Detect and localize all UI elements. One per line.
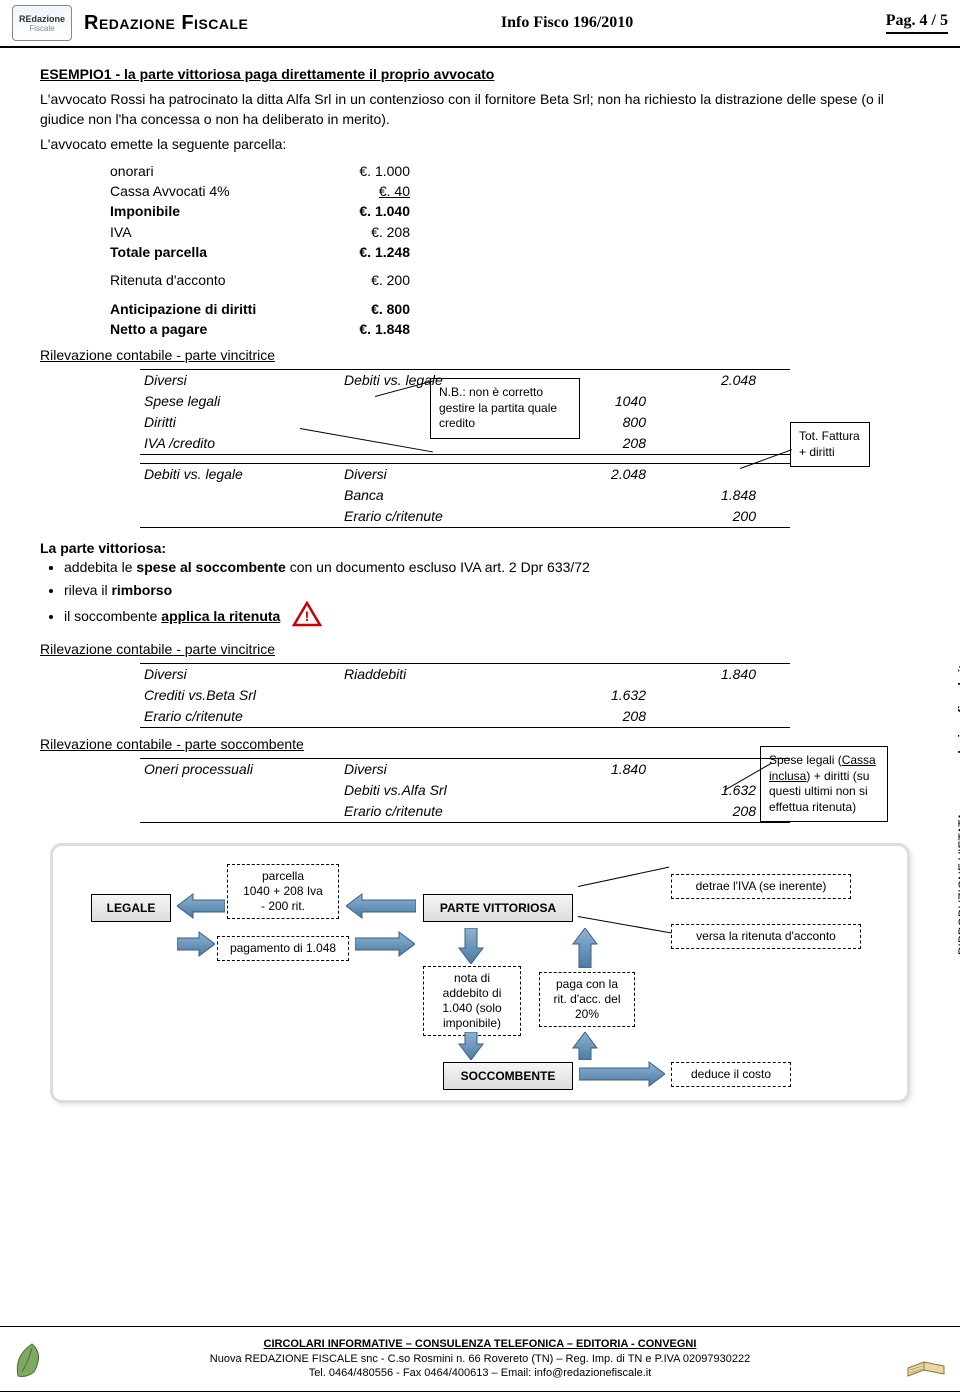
bullets: addebita le spese al soccombente con un … [64,556,920,633]
example-title-rest: - la parte vittoriosa paga direttamente … [112,66,495,82]
page: REdazione Fiscale Redazione Fiscale Info… [0,0,960,1398]
arrow-icon [579,1060,665,1088]
example-title: ESEMPIO1 - la parte vittoriosa paga dire… [40,66,920,82]
header-center: Info Fisco 196/2010 [248,14,885,32]
parcella-intro: L'avvocato emette la seguente parcella: [40,135,920,155]
box-parte-vittoriosa: PARTE VITTORIOSA [423,894,573,922]
header-page: Pag. 4 / 5 [886,12,948,34]
pl-row: Imponibile€. 1.040 [110,201,920,221]
journal3: DiversiRiaddebiti1.840 Crediti vs.Beta S… [140,663,790,728]
pl-row: Netto a pagare€. 1.848 [110,319,920,339]
la-parte-vittoriosa: La parte vittoriosa: [40,540,920,556]
book-icon [904,1336,950,1382]
note-tot: Tot. Fattura + diritti [790,422,870,467]
pl-row: onorari€. 1.000 [110,161,920,181]
page-header: REdazione Fiscale Redazione Fiscale Info… [0,0,960,48]
example-code: ESEMPIO1 [40,66,112,82]
side-watermark: RIPRODUZIONE VIETATA – www.redazionefisc… [956,560,960,1060]
arrow-icon [177,892,225,920]
pl-row: Totale parcella€. 1.248 [110,242,920,262]
box-versa: versa la ritenuta d'acconto [671,924,861,949]
arrow-icon [571,928,599,968]
parcella-list: onorari€. 1.000 Cassa Avvocati 4%€. 40 I… [110,161,920,339]
line [578,867,669,887]
footer: CIRCOLARI INFORMATIVE – CONSULENZA TELEF… [0,1326,960,1392]
diagram: LEGALE parcella 1040 + 208 Iva - 200 rit… [50,843,910,1103]
journal4: Oneri processualiDiversi1.840 Debiti vs.… [140,758,790,823]
box-soccombente: SOCCOMBENTE [443,1062,573,1090]
example-intro: L'avvocato Rossi ha patrocinato la ditta… [40,90,920,129]
logo: REdazione Fiscale [12,5,72,41]
header-title: Redazione Fiscale [84,12,248,35]
section-rc-vinc: Rilevazione contabile - parte vincitrice [40,347,920,363]
arrow-icon [177,930,215,958]
box-legale: LEGALE [91,894,171,922]
arrow-icon [457,1032,485,1060]
logo-top: REdazione [19,14,65,24]
journal2: Debiti vs. legaleDiversi2.048 Banca1.848… [140,463,790,528]
box-nota: nota di addebito di 1.040 (solo imponibi… [423,966,521,1036]
pl-row: Cassa Avvocati 4%€. 40 [110,181,920,201]
leaf-icon [10,1336,56,1382]
arrow-icon [346,892,416,920]
bullet-2: rileva il rimborso [64,579,920,601]
logo-bottom: Fiscale [29,24,54,33]
bullet-3: il soccombente applica la ritenuta ! [64,601,920,633]
content: ESEMPIO1 - la parte vittoriosa paga dire… [0,48,960,1113]
box-pagamento: pagamento di 1.048 [217,936,349,961]
section-rc-vinc-2: Rilevazione contabile - parte vincitrice [40,641,920,657]
svg-text:!: ! [305,608,310,624]
journal1: DiversiDebiti vs. legale2.048 Spese lega… [140,369,790,455]
pl-row: IVA€. 208 [110,222,920,242]
pl-row: Anticipazione di diritti€. 800 [110,299,920,319]
box-parcella: parcella 1040 + 208 Iva - 200 rit. [227,864,339,919]
arrow-icon [571,1032,599,1060]
warning-icon: ! [292,601,322,633]
bullet-1: addebita le spese al soccombente con un … [64,556,920,578]
arrow-icon [355,930,415,958]
pl-row: Ritenuta d'acconto€. 200 [110,270,920,290]
box-deduce: deduce il costo [671,1062,791,1087]
box-paga: paga con la rit. d'acc. del 20% [539,972,635,1027]
footer-text: CIRCOLARI INFORMATIVE – CONSULENZA TELEF… [56,1337,904,1382]
box-detrae: detrae l'IVA (se inerente) [671,874,851,899]
arrow-icon [457,928,485,964]
